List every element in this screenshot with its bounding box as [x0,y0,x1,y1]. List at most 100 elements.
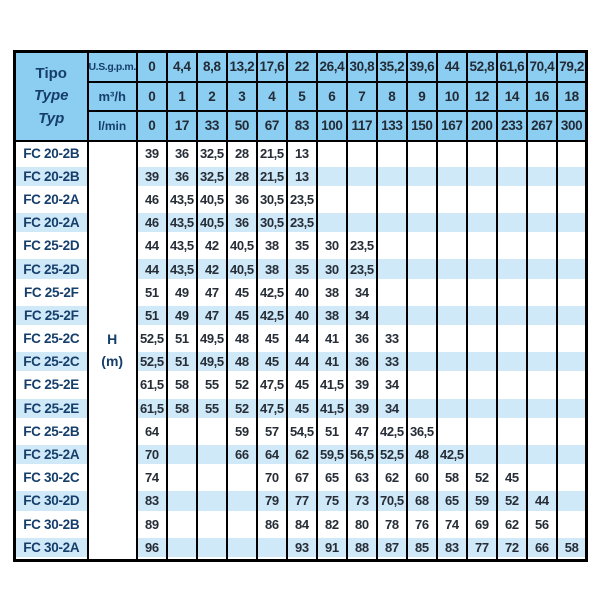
data-cell [465,442,498,467]
header-value-cell: 18 [555,80,588,112]
data-cell: 23,5 [345,257,378,281]
data-cell: 35 [285,257,318,281]
data-cell: 23,5 [285,211,318,235]
data-cell [495,396,528,420]
data-cell [375,234,408,258]
data-cell: 34 [345,303,378,327]
data-cell: 45 [225,303,258,327]
data-cell [465,419,498,443]
model-cell: FC 25-2E [13,373,89,397]
header-value-cell: 79,2 [555,50,588,83]
data-cell: 96 [135,535,168,561]
data-cell: 42,5 [255,303,288,327]
data-cell: 47 [195,280,228,304]
data-cell [555,303,588,327]
data-cell [525,164,558,188]
data-cell [555,512,588,536]
data-cell: 51 [165,327,198,351]
data-cell [195,419,228,443]
header-value-cell: 30,8 [345,50,378,83]
data-cell [525,303,558,327]
data-cell: 87 [375,535,408,561]
data-cell [435,350,468,374]
corner-label-tipo: Tipo [35,64,67,82]
header-value-cell: 133 [375,110,408,142]
data-cell: 61,5 [135,396,168,420]
data-cell: 78 [375,512,408,536]
data-cell [375,164,408,188]
data-cell [495,442,528,467]
table-row: FC 30-2A 96 93 91 88 87 85 83 77 72 66 58 [13,535,588,561]
data-cell [495,211,528,235]
data-cell [495,419,528,443]
data-cell: 67 [285,466,318,490]
data-cell [195,512,228,536]
data-cell: 30 [315,257,348,281]
data-cell: 58 [165,373,198,397]
data-cell: 44 [285,350,318,374]
header-value-cell: 8 [375,80,408,112]
data-cell [195,535,228,561]
data-cell: 28 [225,140,258,165]
data-cell: 36 [345,350,378,374]
data-cell: 40 [285,280,318,304]
corner-label-type: Type [34,87,69,104]
data-cell [435,140,468,165]
data-cell [525,419,558,443]
data-cell: 52,5 [135,350,168,374]
data-cell [525,140,558,165]
data-cell [405,373,438,397]
header-value-cell: 17,6 [255,50,288,83]
data-cell [555,257,588,281]
data-cell [165,535,198,561]
header-value-cell: 1 [165,80,198,112]
table-header: Tipo Type Typ U.S.g.p.m. 0 4,4 8,8 13,2 17,6 22 26… [13,50,588,142]
data-cell: 45 [285,373,318,397]
data-cell: 73 [345,489,378,513]
data-cell [495,350,528,374]
data-cell [225,535,258,561]
data-cell: 65 [315,466,348,490]
data-cell: 82 [315,512,348,536]
data-cell: 36 [225,187,258,212]
data-cell [435,327,468,351]
data-cell [495,280,528,304]
data-cell [435,373,468,397]
data-cell [375,257,408,281]
data-cell: 64 [255,442,288,467]
data-cell: 64 [135,419,168,443]
model-cell: FC 20-2B [13,140,89,165]
data-cell: 38 [315,303,348,327]
data-cell: 52,5 [135,327,168,351]
model-cell: FC 30-2A [13,535,89,561]
model-cell: FC 30-2D [13,489,89,513]
table-row: FC 20-2A 46 43,5 40,5 36 30,5 23,5 [13,211,588,235]
header-value-cell: 52,8 [465,50,498,83]
data-cell: 56 [525,512,558,536]
data-cell [435,419,468,443]
data-cell [555,187,588,212]
data-cell [465,280,498,304]
data-cell [405,140,438,165]
data-cell: 47,5 [255,396,288,420]
data-cell: 85 [405,535,438,561]
data-cell: 88 [345,535,378,561]
data-cell: 83 [135,489,168,513]
data-cell: 44 [135,257,168,281]
data-cell [165,512,198,536]
header-value-cell: 0 [135,110,168,142]
head-unit-m: (m) [101,353,124,370]
data-cell: 23,5 [285,187,318,212]
data-cell [465,373,498,397]
header-value-cell: 13,2 [225,50,258,83]
data-cell [195,442,228,467]
data-cell [495,140,528,165]
data-cell [555,164,588,188]
data-cell: 40,5 [195,211,228,235]
data-cell [525,280,558,304]
data-cell [525,187,558,212]
data-cell: 79 [255,489,288,513]
data-cell: 41 [315,327,348,351]
data-cell [435,257,468,281]
